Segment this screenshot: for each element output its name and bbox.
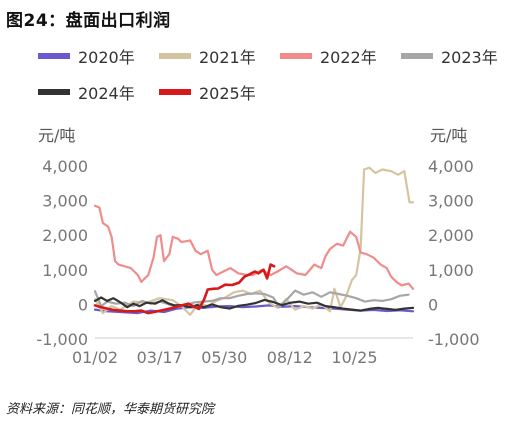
y-tick-left: 0: [78, 295, 88, 314]
legend-item-2021: 2021年: [159, 44, 256, 68]
series-line-2025: [93, 263, 276, 315]
y-tick-left: 3,000: [42, 192, 88, 211]
legend-item-2024: 2024年: [38, 80, 135, 104]
y-axis-left-unit: 元/吨: [38, 126, 76, 145]
y-tick-left: 1,000: [42, 261, 88, 280]
legend-item-2022: 2022年: [280, 44, 377, 68]
y-tick-right: 4,000: [428, 157, 474, 176]
y-tick-right: 3,000: [428, 192, 474, 211]
y-tick-left: 4,000: [42, 157, 88, 176]
y-tick-right: -1,000: [428, 330, 480, 349]
series-line-2024: [93, 296, 415, 312]
y-tick-left: -1,000: [36, 330, 88, 349]
y-tick-left: 2,000: [42, 226, 88, 245]
chart-title: 图24：盘面出口利润: [6, 11, 171, 31]
legend-item-2023: 2023年: [401, 44, 498, 68]
y-tick-right: 0: [428, 295, 438, 314]
y-axis-right-unit: 元/吨: [430, 126, 468, 145]
legend-label-2025: 2025年: [199, 84, 256, 103]
x-tick-label: 08/12: [267, 348, 313, 367]
legend-label-2022: 2022年: [320, 48, 377, 67]
legend-item-2020: 2020年: [38, 44, 135, 68]
y-tick-right: 1,000: [428, 261, 474, 280]
series-line-2023: [93, 289, 410, 309]
x-tick-label: 05/30: [201, 348, 247, 367]
legend-item-2025: 2025年: [159, 80, 256, 104]
legend-swatch-2021: [159, 53, 191, 59]
x-tick-label: 01/02: [72, 348, 118, 367]
legend-swatch-2020: [38, 53, 70, 59]
x-tick-label: 10/25: [331, 348, 377, 367]
source-note: 资料来源：同花顺，华泰期货研究院: [6, 402, 215, 417]
series-line-2022: [93, 204, 415, 290]
legend-swatch-2025: [159, 89, 191, 95]
y-tick-right: 2,000: [428, 226, 474, 245]
legend-label-2020: 2020年: [78, 48, 135, 67]
legend-swatch-2023: [401, 53, 433, 59]
legend-label-2021: 2021年: [199, 48, 256, 67]
legend-swatch-2022: [280, 53, 312, 59]
legend-swatch-2024: [38, 89, 70, 95]
x-tick-label: 03/17: [137, 348, 183, 367]
legend-label-2024: 2024年: [78, 84, 135, 103]
legend-label-2023: 2023年: [441, 48, 498, 67]
